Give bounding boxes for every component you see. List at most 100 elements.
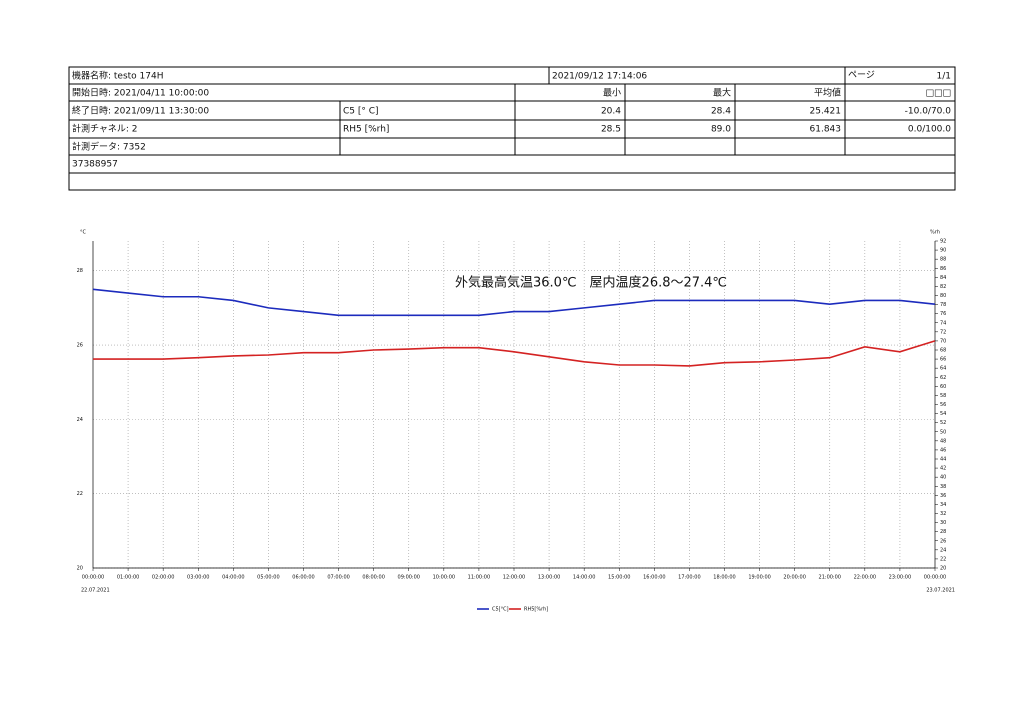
y2-tick-label: 42: [940, 466, 946, 472]
y2-tick-label: 34: [940, 502, 946, 508]
x-tick-label: 00:00:00: [82, 575, 104, 581]
y2-tick-label: 38: [940, 484, 946, 490]
y2-tick-label: 48: [940, 438, 946, 444]
y2-tick-label: 58: [940, 393, 946, 399]
table-cell: C5 [° C]: [343, 107, 379, 117]
y2-tick-label: 32: [940, 511, 946, 517]
x-tick-label: 15:00:00: [608, 575, 630, 581]
y2-tick-label: 76: [940, 311, 946, 317]
y-tick-label: 22: [77, 491, 83, 497]
y2-tick-label: 84: [940, 275, 946, 281]
x-tick-label: 09:00:00: [398, 575, 420, 581]
y2-tick-label: 86: [940, 266, 946, 272]
x-tick-label: 00:00:00: [924, 575, 946, 581]
device: 機器名称: testo 174H: [72, 70, 164, 82]
series-line: [93, 340, 936, 367]
x-tick-label: 08:00:00: [362, 575, 384, 581]
y-tick-label: 20: [77, 566, 83, 572]
table-cell: RH5 [%rh]: [343, 125, 389, 135]
y2-tick-label: 44: [940, 457, 946, 463]
page-label: ページ: [848, 71, 875, 81]
y2-tick-label: 66: [940, 357, 946, 363]
x-tick-label: 03:00:00: [187, 575, 209, 581]
y2-tick-label: 68: [940, 348, 946, 354]
x-tick-label: 01:00:00: [117, 575, 139, 581]
y2-tick-label: 20: [940, 566, 946, 572]
y2-tick-label: 72: [940, 329, 946, 335]
y2-tick-label: 92: [940, 239, 946, 245]
x-tick-label: 21:00:00: [819, 575, 841, 581]
x-tick-label: 04:00:00: [222, 575, 244, 581]
y2-tick-label: 82: [940, 284, 946, 290]
y-tick-label: 24: [77, 417, 83, 423]
y2-tick-label: 88: [940, 257, 946, 263]
x-tick-label: 22:00:00: [854, 575, 876, 581]
table-cell: □□□: [925, 89, 951, 99]
x-tick-label: 17:00:00: [678, 575, 700, 581]
x-tick-label: 14:00:00: [573, 575, 595, 581]
x-tick-label: 06:00:00: [292, 575, 314, 581]
table-cell: 20.4: [601, 107, 621, 117]
y2-tick-label: 70: [940, 338, 946, 344]
y2-unit: %rh: [930, 230, 940, 236]
x-tick-label: 19:00:00: [748, 575, 770, 581]
table-cell: 61.843: [810, 125, 842, 135]
legend-label: RH5[%rh]: [524, 607, 548, 613]
page-number: 1/1: [937, 72, 951, 82]
y2-tick-label: 50: [940, 429, 946, 435]
x-tick-label: 20:00:00: [783, 575, 805, 581]
x-tick-label: 13:00:00: [538, 575, 560, 581]
y2-tick-label: 22: [940, 556, 946, 562]
table-cell: 25.421: [810, 107, 842, 117]
x-tick-label: 10:00:00: [433, 575, 455, 581]
x-tick-label: 16:00:00: [643, 575, 665, 581]
y2-tick-label: 80: [940, 293, 946, 299]
x-tick-label: 11:00:00: [468, 575, 490, 581]
printed-date: 2021/09/12 17:14:06: [552, 72, 647, 82]
y2-tick-label: 54: [940, 411, 946, 417]
y2-tick-label: 40: [940, 475, 946, 481]
y2-tick-label: 78: [940, 302, 946, 308]
x-date: 23.07.2021: [926, 588, 955, 594]
table-cell: 計測データ: 7352: [72, 141, 146, 153]
y2-tick-label: 52: [940, 420, 946, 426]
y2-tick-label: 62: [940, 375, 946, 381]
y2-tick-label: 28: [940, 529, 946, 535]
series-line: [92, 288, 936, 317]
table-cell: 終了日時: 2021/09/11 13:30:00: [72, 105, 209, 117]
table-cell: 89.0: [711, 125, 731, 135]
y2-tick-label: 46: [940, 447, 946, 453]
table-cell: 0.0/100.0: [908, 125, 951, 135]
y-tick-label: 28: [77, 268, 83, 274]
x-tick-label: 12:00:00: [503, 575, 525, 581]
table-cell: 最大: [713, 87, 731, 99]
table-cell: 開始日時: 2021/04/11 10:00:00: [72, 87, 209, 99]
y2-tick-label: 64: [940, 366, 946, 372]
y2-tick-label: 56: [940, 402, 946, 408]
x-tick-label: 18:00:00: [713, 575, 735, 581]
y2-tick-label: 26: [940, 538, 946, 544]
y-tick-label: 26: [77, 343, 83, 349]
table-cell: 37388957: [72, 160, 118, 170]
x-tick-label: 07:00:00: [327, 575, 349, 581]
table-cell: 最小: [603, 88, 621, 99]
y2-tick-label: 74: [940, 320, 946, 326]
x-tick-label: 02:00:00: [152, 575, 174, 581]
y2-tick-label: 24: [940, 547, 946, 553]
annotation: 外気最高気温36.0℃ 屋内温度26.8～27.4℃: [455, 275, 727, 291]
legend-label: C5[°C]: [492, 607, 509, 613]
table-cell: 28.4: [711, 107, 731, 117]
y2-tick-label: 30: [940, 520, 946, 526]
x-date: 22.07.2021: [81, 588, 110, 594]
x-tick-label: 23:00:00: [889, 575, 911, 581]
x-tick-label: 05:00:00: [257, 575, 279, 581]
table-cell: 28.5: [601, 125, 621, 135]
table-cell: -10.0/70.0: [905, 107, 952, 117]
table-cell: 平均値: [814, 87, 841, 99]
y-unit: °C: [80, 230, 87, 236]
y2-tick-label: 36: [940, 493, 946, 499]
table-frame: [68, 66, 956, 191]
table-cell: 計測チャネル: 2: [72, 123, 138, 135]
